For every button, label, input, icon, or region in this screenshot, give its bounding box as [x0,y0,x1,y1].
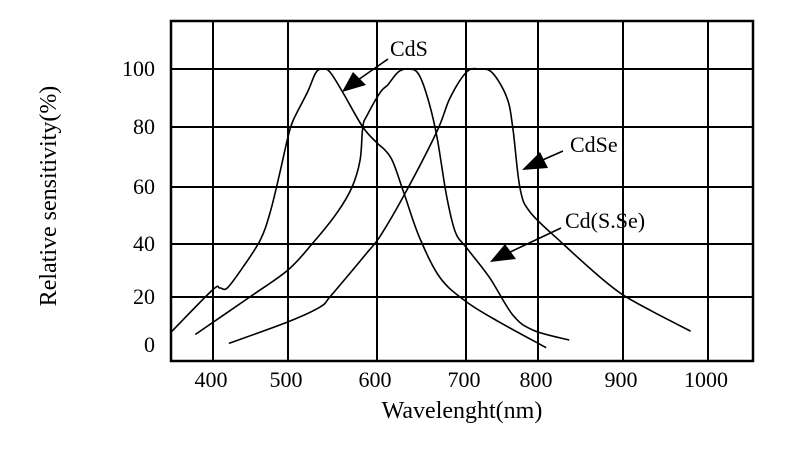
y-tick-label-100: 100 [122,56,155,81]
series-line-cd-s-se [195,68,570,341]
annotation-cds-label: CdS [390,36,428,61]
x-axis-title: Wavelenght(nm) [382,398,543,424]
annotation-cdse-arrowhead [522,152,548,170]
annotation-cdsse-label: Cd(S.Se) [565,208,645,233]
annotations: CdS CdSe Cd(S.Se) [342,36,645,262]
x-tick-label-900: 900 [605,367,638,392]
y-axis-title: Relative sensitivity(%) [36,86,62,307]
y-tick-label-40: 40 [133,231,155,256]
y-tick-label-80: 80 [133,114,155,139]
y-tick-label-60: 60 [133,174,155,199]
x-tick-label-600: 600 [359,367,392,392]
x-tick-label-400: 400 [195,367,228,392]
series-line-cdse [228,67,691,344]
annotation-cdse-label: CdSe [570,132,618,157]
annotation-cds-arrow-line [357,58,389,81]
x-tick-label-800: 800 [520,367,553,392]
x-tick-label-500: 500 [270,367,303,392]
y-tick-label-0: 0 [144,332,155,357]
y-tick-labels: 0 20 40 60 80 100 [122,56,155,357]
x-tick-label-700: 700 [448,367,481,392]
x-tick-label-1000: 1000 [684,367,728,392]
annotation-cds-arrowhead [342,72,366,92]
annotation-cdsse-arrow-line [507,227,562,254]
y-tick-label-20: 20 [133,284,155,309]
grid [171,21,753,361]
series-line-cds [171,67,547,349]
x-tick-labels: 400 500 600 700 800 900 1000 [195,367,729,392]
plot-frame [169,19,755,363]
curves [171,67,691,349]
annotation-cdsse-arrowhead [490,244,516,262]
